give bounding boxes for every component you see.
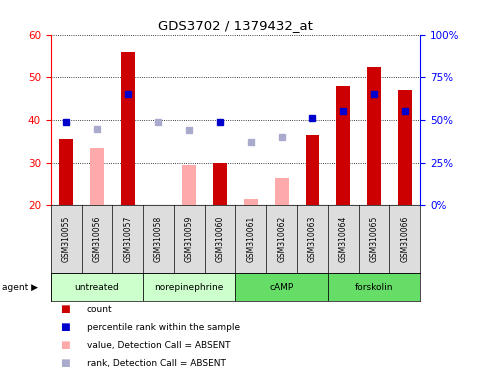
Bar	[367, 66, 381, 205]
Bar	[143, 273, 236, 301]
Text: count: count	[87, 305, 113, 314]
Text: value, Detection Call = ABSENT: value, Detection Call = ABSENT	[87, 341, 230, 350]
Title: GDS3702 / 1379432_at: GDS3702 / 1379432_at	[158, 19, 313, 32]
Bar	[275, 178, 288, 205]
Text: GSM310066: GSM310066	[400, 216, 409, 262]
Text: GSM310055: GSM310055	[62, 216, 71, 262]
Text: GSM310058: GSM310058	[154, 216, 163, 262]
Text: GSM310065: GSM310065	[369, 216, 379, 262]
Bar	[398, 90, 412, 205]
Text: GSM310063: GSM310063	[308, 216, 317, 262]
Text: cAMP: cAMP	[270, 283, 294, 291]
Bar	[213, 163, 227, 205]
Text: forskolin: forskolin	[355, 283, 393, 291]
Text: ■: ■	[60, 304, 70, 314]
Text: GSM310056: GSM310056	[92, 216, 101, 262]
Text: untreated: untreated	[74, 283, 119, 291]
Text: GSM310062: GSM310062	[277, 216, 286, 262]
Text: ■: ■	[60, 340, 70, 350]
Bar	[183, 165, 196, 205]
Text: GSM310064: GSM310064	[339, 216, 348, 262]
Bar	[90, 148, 104, 205]
Text: rank, Detection Call = ABSENT: rank, Detection Call = ABSENT	[87, 359, 226, 368]
Bar	[51, 273, 143, 301]
Text: GSM310061: GSM310061	[246, 216, 256, 262]
Text: GSM310060: GSM310060	[215, 216, 225, 262]
Text: norepinephrine: norepinephrine	[155, 283, 224, 291]
Bar	[244, 199, 258, 205]
Text: ■: ■	[60, 322, 70, 332]
Bar	[328, 273, 420, 301]
Text: ■: ■	[60, 358, 70, 368]
Text: GSM310059: GSM310059	[185, 216, 194, 262]
Bar	[236, 273, 328, 301]
Bar	[121, 52, 135, 205]
Bar	[306, 135, 319, 205]
Text: agent ▶: agent ▶	[2, 283, 39, 291]
Bar	[336, 86, 350, 205]
Bar	[59, 139, 73, 205]
Text: GSM310057: GSM310057	[123, 216, 132, 262]
Text: percentile rank within the sample: percentile rank within the sample	[87, 323, 240, 332]
